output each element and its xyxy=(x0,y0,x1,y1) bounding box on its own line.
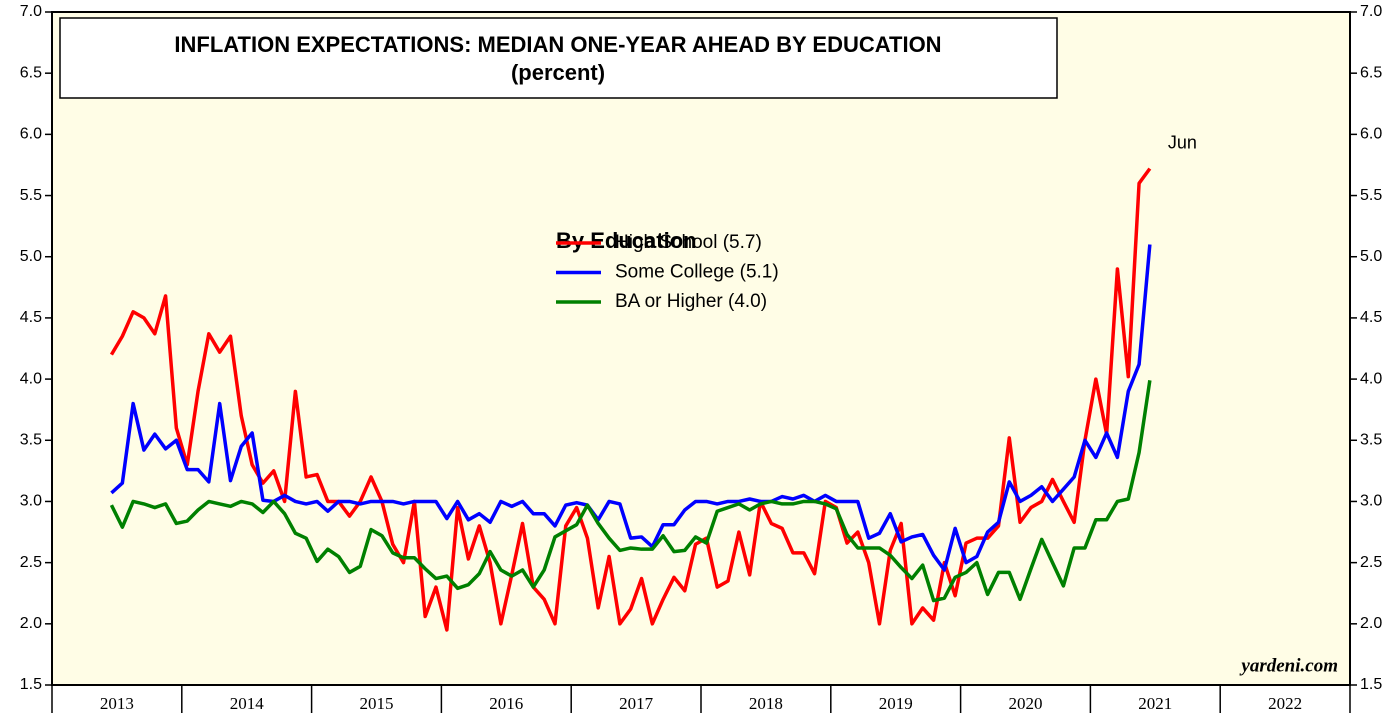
x-tick-label: 2013 xyxy=(100,694,134,713)
y2-tick-label: 5.0 xyxy=(1360,248,1382,265)
x-tick-label: 2019 xyxy=(879,694,913,713)
legend-title: By Education xyxy=(556,228,697,253)
chart-title: INFLATION EXPECTATIONS: MEDIAN ONE-YEAR … xyxy=(174,32,941,57)
y-tick-label: 3.5 xyxy=(20,431,42,448)
y-tick-label: 6.0 xyxy=(20,126,42,143)
y-tick-label: 7.0 xyxy=(20,3,42,20)
annotation: Jun xyxy=(1168,132,1197,152)
y-tick-label: 4.0 xyxy=(20,370,42,387)
x-tick-label: 2017 xyxy=(619,694,654,713)
y-tick-label: 3.0 xyxy=(20,493,42,510)
series-line xyxy=(110,244,1152,572)
y2-tick-label: 3.5 xyxy=(1360,431,1382,448)
x-tick-label: 2014 xyxy=(230,694,265,713)
y2-tick-label: 4.0 xyxy=(1360,370,1382,387)
x-tick-label: 2018 xyxy=(749,694,783,713)
y2-tick-label: 2.5 xyxy=(1360,554,1382,571)
x-tick-label: 2016 xyxy=(489,694,523,713)
chart-subtitle: (percent) xyxy=(511,60,605,85)
y-tick-label: 1.5 xyxy=(20,676,42,693)
y2-tick-label: 6.0 xyxy=(1360,126,1382,143)
series-line xyxy=(109,380,1152,603)
y2-tick-label: 3.0 xyxy=(1360,493,1382,510)
legend-label: High School (5.7) xyxy=(615,232,762,253)
y-tick-label: 5.0 xyxy=(20,248,42,265)
y-tick-label: 4.5 xyxy=(20,309,42,326)
plot-area xyxy=(51,11,1351,686)
legend-label: BA or Higher (4.0) xyxy=(615,291,767,312)
legend-label: Some College (5.1) xyxy=(615,262,779,283)
x-tick-label: 2021 xyxy=(1138,694,1172,713)
x-tick-label: 2015 xyxy=(360,694,394,713)
y2-tick-label: 2.0 xyxy=(1360,615,1382,632)
source: yardeni.com xyxy=(1239,655,1338,676)
y2-tick-label: 4.5 xyxy=(1360,309,1382,326)
title-box xyxy=(59,17,1058,99)
x-tick-label: 2022 xyxy=(1268,694,1302,713)
y2-tick-label: 6.5 xyxy=(1360,64,1382,81)
y2-tick-label: 7.0 xyxy=(1360,3,1382,20)
y2-tick-label: 5.5 xyxy=(1360,187,1382,204)
y-tick-label: 5.5 xyxy=(20,187,42,204)
x-tick-label: 2020 xyxy=(1009,694,1043,713)
series-line xyxy=(109,167,1152,632)
y-tick-label: 2.0 xyxy=(20,615,42,632)
y2-tick-label: 1.5 xyxy=(1360,676,1382,693)
y-tick-label: 6.5 xyxy=(20,64,42,81)
y-tick-label: 2.5 xyxy=(20,554,42,571)
